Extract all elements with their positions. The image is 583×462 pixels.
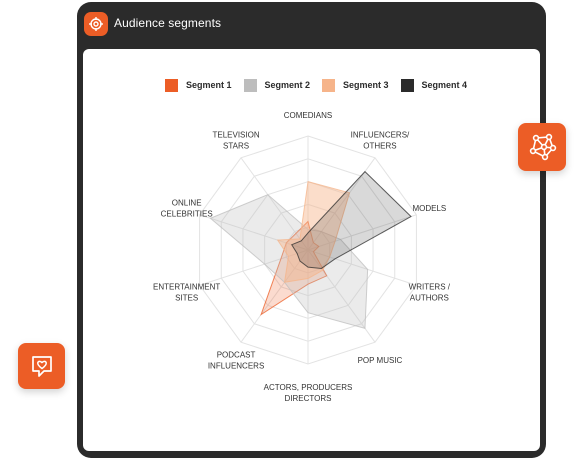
legend-label: Segment 2	[264, 80, 311, 90]
axis-label-line: AUTHORS	[410, 294, 449, 303]
legend-swatch	[322, 78, 336, 92]
axis-label: ONLINE CELEBRITIES	[161, 198, 213, 218]
axis-label: MODELS	[412, 204, 446, 213]
axis-label-line: ONLINE	[172, 198, 202, 207]
axis-label: TELEVISION STARS	[212, 130, 259, 150]
chart-legend: Segment 1 Segment 2 Segment 3 Segment 4	[165, 78, 467, 92]
window-title: Audience segments	[114, 16, 222, 30]
axis-label-line: CELEBRITIES	[161, 209, 213, 218]
chart-panel: Segment 1 Segment 2 Segment 3 Segment 4 COM…	[83, 49, 540, 451]
legend-label: Segment 3	[343, 80, 389, 90]
axis-label-line: SITES	[175, 294, 198, 303]
target-icon[interactable]	[84, 12, 108, 36]
grid-spoke	[199, 214, 309, 251]
axis-label-line: POP MUSIC	[358, 356, 403, 365]
axis-label-line: STARS	[223, 141, 249, 150]
grid-spoke	[240, 157, 309, 251]
grid-spoke	[307, 249, 376, 343]
axis-label: WRITERS / AUTHORS	[409, 283, 451, 303]
legend-item[interactable]: Segment 1	[165, 78, 232, 92]
axis-label: PODCAST INFLUENCERS	[208, 351, 264, 371]
network-button[interactable]	[518, 123, 566, 171]
axis-label-line: PODCAST	[217, 351, 256, 360]
chat-button[interactable]	[18, 343, 65, 389]
axis-label-line: COMEDIANS	[284, 111, 332, 120]
legend-label: Segment 1	[186, 80, 232, 90]
axis-label-line: WRITERS /	[409, 283, 451, 292]
grid-spoke	[307, 249, 417, 286]
legend-swatch	[165, 78, 178, 92]
axis-label: POP MUSIC	[358, 356, 403, 365]
axis-label-line: ACTORS, PRODUCERS	[264, 383, 353, 392]
legend-item[interactable]: Segment 2	[243, 78, 311, 92]
grid-spoke	[240, 249, 309, 343]
axis-label-line: MODELS	[412, 204, 446, 213]
heart-chat-icon	[31, 356, 52, 377]
axis-label-line: TELEVISION	[212, 130, 259, 139]
axis-label-line: INFLUENCERS	[208, 362, 264, 371]
series-area	[291, 170, 412, 269]
legend-item[interactable]: Segment 4	[400, 78, 468, 92]
axis-label: ENTERTAINMENT SITES	[153, 283, 220, 303]
axis-label-line: DIRECTORS	[285, 394, 332, 403]
axis-label-line: INFLUENCERS/	[351, 130, 410, 139]
legend-item[interactable]: Segment 3	[322, 78, 389, 92]
network-icon	[529, 133, 557, 161]
axis-label-line: OTHERS	[363, 141, 396, 150]
grid-spoke	[307, 214, 417, 251]
grid-spoke	[199, 249, 309, 286]
legend-label: Segment 4	[421, 80, 468, 90]
axis-label: ACTORS, PRODUCERS DIRECTORS	[264, 383, 353, 403]
legend-swatch	[400, 78, 414, 92]
axis-label-line: ENTERTAINMENT	[153, 283, 220, 292]
title-bar: Audience segments	[77, 2, 546, 46]
legend-swatch	[243, 78, 257, 92]
app-window: Audience segments Segment 1 Segment 2 Segm…	[77, 2, 546, 458]
axis-label: INFLUENCERS/OTHERS	[351, 130, 410, 150]
series-area	[209, 194, 369, 330]
axis-label: COMEDIANS	[284, 111, 332, 120]
series-area	[276, 180, 351, 283]
radar-chart: COMEDIANS INFLUENCERS/OTHERS MODELS WRITERS…	[153, 111, 451, 403]
